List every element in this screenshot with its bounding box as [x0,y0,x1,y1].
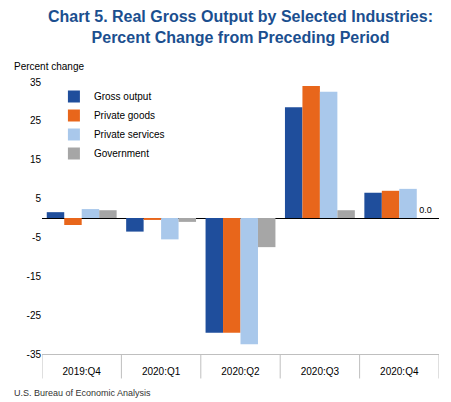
svg-text:Chart 5. Real Gross Output by: Chart 5. Real Gross Output by Selected I… [48,8,433,46]
svg-text:25: 25 [30,115,42,126]
svg-text:U.S. Bureau of Economic Analys: U.S. Bureau of Economic Analysis [14,388,151,398]
svg-text:35: 35 [30,77,42,88]
svg-text:Government: Government [94,148,149,159]
svg-text:2020:Q3: 2020:Q3 [301,366,340,377]
svg-text:2020:Q4: 2020:Q4 [380,366,419,377]
svg-text:2020:Q2: 2020:Q2 [221,366,260,377]
svg-text:5: 5 [35,193,41,204]
svg-text:15: 15 [30,154,42,165]
svg-text:Percent change: Percent change [14,61,84,72]
svg-text:Private services: Private services [94,129,165,140]
svg-text:-25: -25 [27,310,42,321]
svg-text:-35: -35 [27,349,42,360]
svg-text:2019:Q4: 2019:Q4 [63,366,102,377]
svg-text:-5: -5 [32,232,41,243]
svg-text:Gross output: Gross output [94,91,151,102]
svg-text:2020:Q1: 2020:Q1 [142,366,181,377]
svg-text:0.0: 0.0 [419,205,432,215]
svg-text:Private goods: Private goods [94,110,155,121]
svg-text:-15: -15 [27,271,42,282]
